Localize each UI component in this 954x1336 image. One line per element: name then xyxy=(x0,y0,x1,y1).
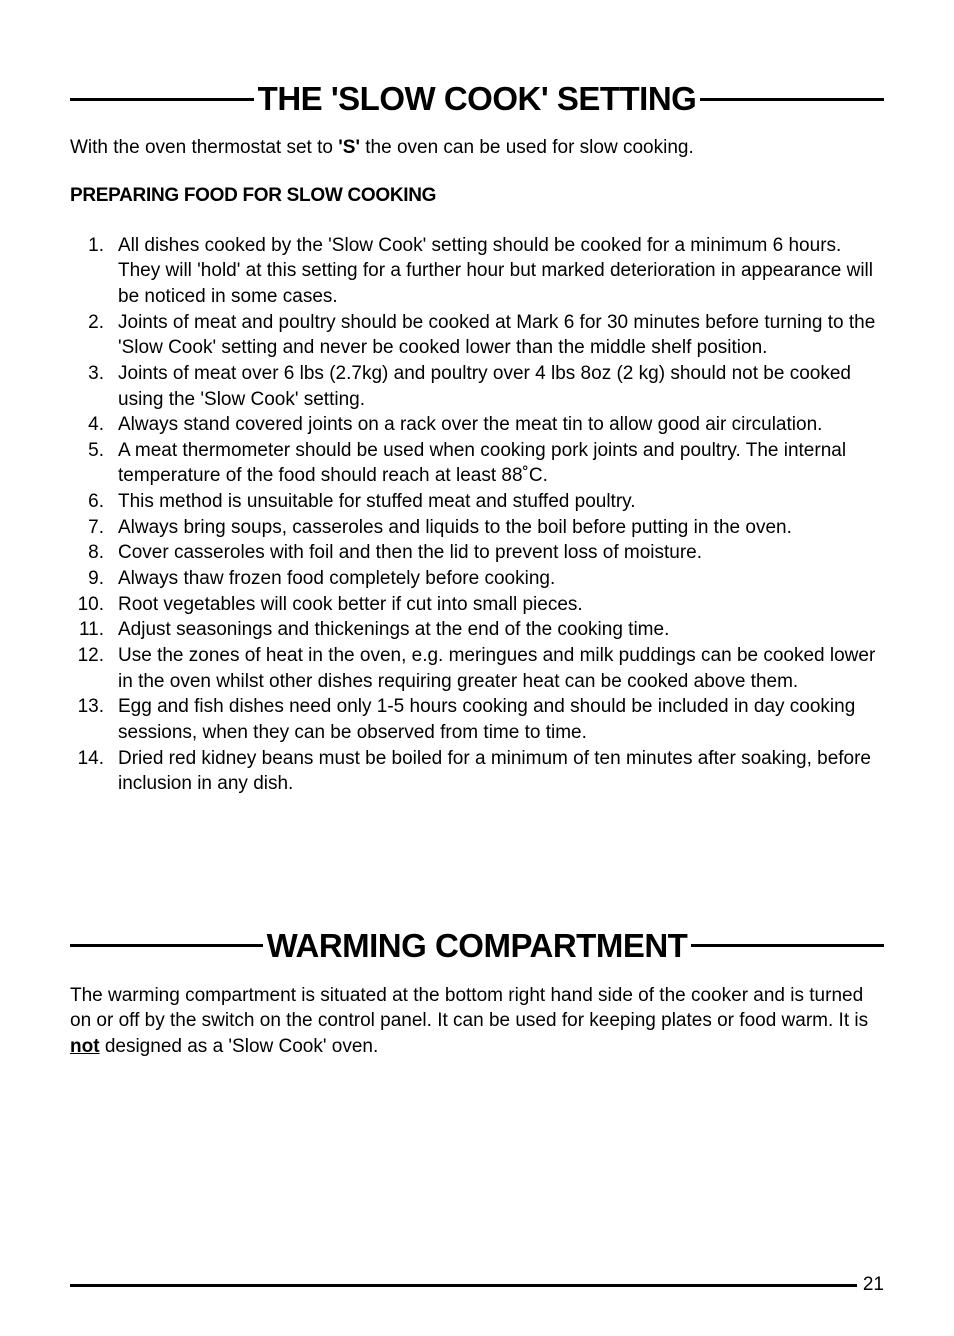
heading-line-right xyxy=(691,944,884,947)
list-num: 11. xyxy=(70,617,104,643)
list-item: 12. Use the zones of heat in the oven, e.… xyxy=(70,643,884,694)
list-item: 11. Adjust seasonings and thickenings at … xyxy=(70,617,884,643)
list-item: 6. This method is unsuitable for stuffed … xyxy=(70,489,884,515)
page-number: 21 xyxy=(857,1274,884,1296)
list-text: Joints of meat over 6 lbs (2.7kg) and po… xyxy=(118,363,851,410)
list-num: 2. xyxy=(70,310,104,336)
preparing-food-list: 1. All dishes cooked by the 'Slow Cook' s… xyxy=(70,233,884,797)
list-text: Cover casseroles with foil and then the … xyxy=(118,542,702,563)
list-text: All dishes cooked by the 'Slow Cook' set… xyxy=(118,235,873,307)
list-text: Always thaw frozen food completely befor… xyxy=(118,568,555,589)
warming-post: designed as a 'Slow Cook' oven. xyxy=(100,1036,379,1057)
warming-paragraph: The warming compartment is situated at t… xyxy=(70,983,884,1060)
list-text: Dried red kidney beans must be boiled fo… xyxy=(118,748,871,795)
list-text: A meat thermometer should be used when c… xyxy=(118,440,846,487)
heading-text-2: WARMING COMPARTMENT xyxy=(263,927,692,965)
list-num: 10. xyxy=(70,592,104,618)
list-item: 10. Root vegetables will cook better if c… xyxy=(70,592,884,618)
list-num: 3. xyxy=(70,361,104,387)
heading-text-1: THE 'SLOW COOK' SETTING xyxy=(254,80,701,118)
list-num: 1. xyxy=(70,233,104,259)
intro-post: the oven can be used for slow cooking. xyxy=(360,137,694,158)
section-subtitle: PREPARING FOOD FOR SLOW COOKING xyxy=(70,185,884,207)
heading-section-2: WARMING COMPARTMENT xyxy=(70,927,884,965)
list-text: Adjust seasonings and thickenings at the… xyxy=(118,619,669,640)
list-text: This method is unsuitable for stuffed me… xyxy=(118,491,636,512)
warming-pre: The warming compartment is situated at t… xyxy=(70,985,868,1032)
heading-line-left xyxy=(70,98,254,101)
list-item: 5. A meat thermometer should be used when… xyxy=(70,438,884,489)
list-item: 1. All dishes cooked by the 'Slow Cook' s… xyxy=(70,233,884,310)
list-text: Joints of meat and poultry should be coo… xyxy=(118,312,875,359)
list-text: Always bring soups, casseroles and liqui… xyxy=(118,517,792,538)
warming-bold: not xyxy=(70,1036,100,1057)
list-item: 3. Joints of meat over 6 lbs (2.7kg) and … xyxy=(70,361,884,412)
heading-line-left xyxy=(70,944,263,947)
list-item: 14. Dried red kidney beans must be boiled… xyxy=(70,746,884,797)
page-footer: 21 xyxy=(70,1274,884,1296)
list-item: 13. Egg and fish dishes need only 1-5 hou… xyxy=(70,694,884,745)
list-num: 12. xyxy=(70,643,104,669)
footer-line xyxy=(70,1284,857,1287)
list-num: 6. xyxy=(70,489,104,515)
intro-bold: 'S' xyxy=(338,137,360,158)
list-text: Egg and fish dishes need only 1-5 hours … xyxy=(118,696,855,743)
list-text: Use the zones of heat in the oven, e.g. … xyxy=(118,645,875,692)
intro-paragraph: With the oven thermostat set to 'S' the … xyxy=(70,136,884,161)
list-num: 9. xyxy=(70,566,104,592)
intro-pre: With the oven thermostat set to xyxy=(70,137,338,158)
list-item: 4. Always stand covered joints on a rack … xyxy=(70,412,884,438)
list-item: 7. Always bring soups, casseroles and liq… xyxy=(70,515,884,541)
list-text: Root vegetables will cook better if cut … xyxy=(118,594,583,615)
list-item: 2. Joints of meat and poultry should be c… xyxy=(70,310,884,361)
list-item: 9. Always thaw frozen food completely bef… xyxy=(70,566,884,592)
heading-line-right xyxy=(700,98,884,101)
list-num: 5. xyxy=(70,438,104,464)
list-num: 13. xyxy=(70,694,104,720)
heading-section-1: THE 'SLOW COOK' SETTING xyxy=(70,80,884,118)
list-item: 8. Cover casseroles with foil and then th… xyxy=(70,540,884,566)
list-num: 4. xyxy=(70,412,104,438)
list-num: 7. xyxy=(70,515,104,541)
section-gap xyxy=(70,857,884,927)
list-num: 8. xyxy=(70,540,104,566)
list-text: Always stand covered joints on a rack ov… xyxy=(118,414,822,435)
list-num: 14. xyxy=(70,746,104,772)
